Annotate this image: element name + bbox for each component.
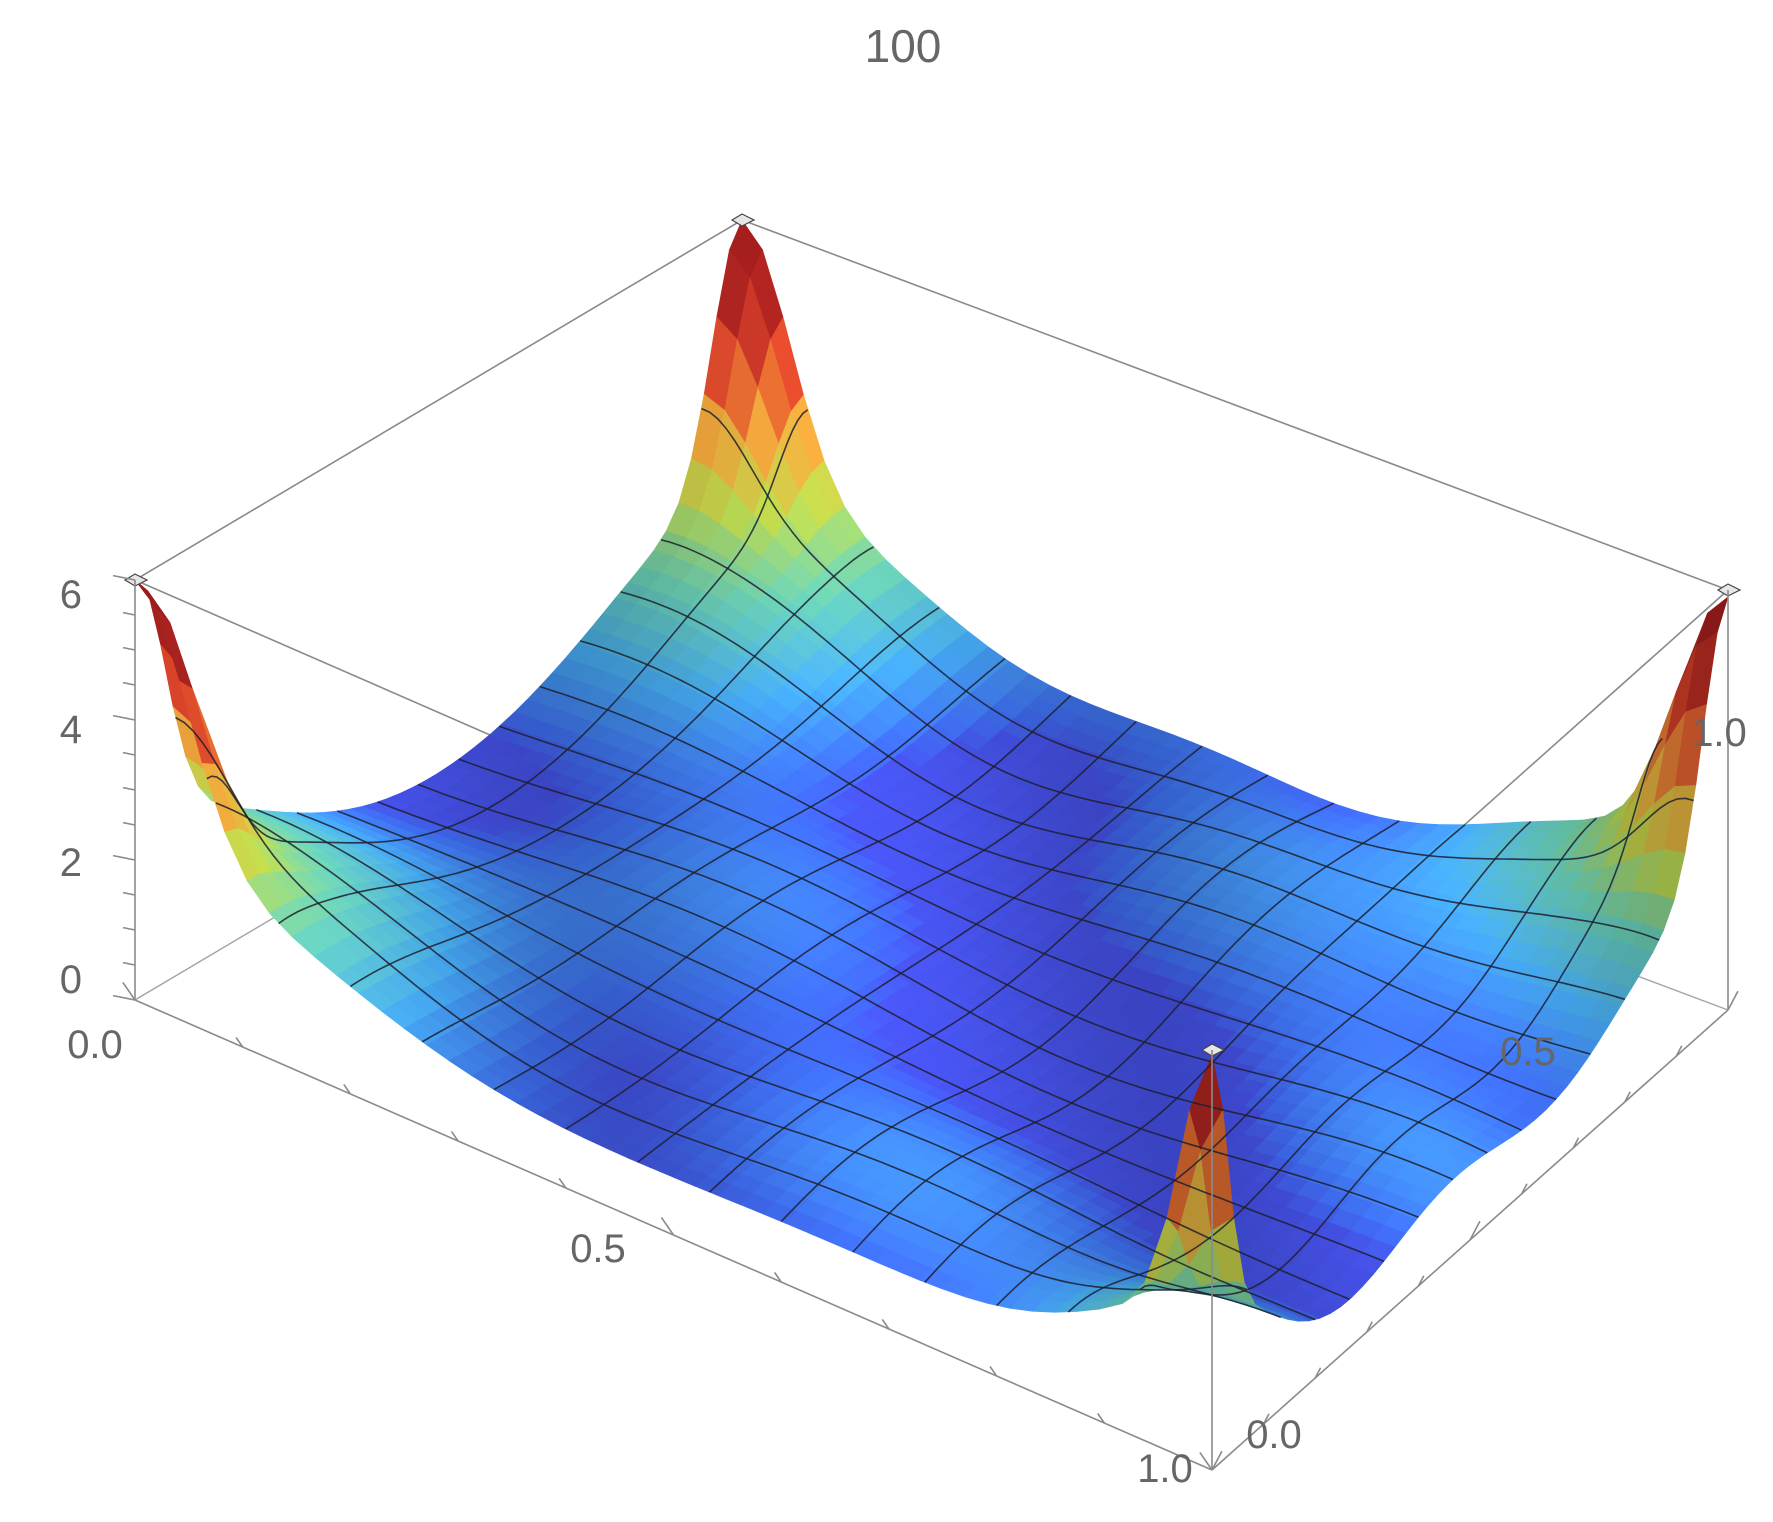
z-tick-label-4: 4: [60, 708, 82, 752]
y-tick-label-1: 1.0: [1691, 711, 1747, 755]
mesh-line-y: [175, 716, 1247, 1291]
z-tick-mark: [122, 751, 136, 756]
surface: [134, 219, 1729, 1322]
peak-cap: [730, 213, 756, 227]
mesh-line-x: [1067, 817, 1598, 1313]
y-tick-mark: [1675, 1045, 1683, 1057]
x-tick-label-0: 0.0: [67, 1023, 123, 1067]
y-tick-mark: [1727, 990, 1739, 1011]
x-tick-mark: [343, 1083, 352, 1095]
surface-mesh: [123, 213, 1742, 1321]
axis-ticks: [112, 574, 1739, 1471]
z-tick-mark: [122, 611, 136, 616]
mesh-line-y: [660, 539, 1660, 941]
peak-cap: [1200, 1043, 1226, 1057]
z-tick-mark: [112, 994, 136, 1001]
z-tick-mark: [122, 821, 136, 826]
x-tick-mark: [989, 1365, 998, 1377]
x-tick-label-1: 1.0: [1137, 1447, 1193, 1491]
y-tick-mark: [1417, 1275, 1425, 1287]
y-tick-mark: [1314, 1367, 1322, 1379]
z-tick-mark: [112, 574, 136, 581]
z-tick-label-0: 0: [60, 958, 82, 1002]
mesh-line-y: [256, 809, 1316, 1321]
z-tick-label-2: 2: [60, 841, 82, 885]
mesh-line-x: [493, 695, 1072, 1091]
x-tick-mark: [881, 1318, 890, 1330]
mesh-line-x: [780, 802, 1334, 1223]
mesh-line-x: [206, 409, 809, 844]
x-tick-mark: [122, 981, 136, 1001]
z-tick-mark: [122, 646, 136, 651]
mesh-line-y: [498, 725, 1522, 1131]
z-tick-mark: [112, 854, 136, 861]
mesh-line-y: [215, 802, 1282, 1319]
x-tick-mark: [773, 1271, 782, 1283]
mesh-line-x: [349, 606, 940, 988]
y-tick-mark: [1262, 1413, 1270, 1425]
y-tick-mark: [1366, 1321, 1373, 1333]
y-tick-mark: [1469, 1220, 1481, 1241]
y-tick-mark: [1572, 1137, 1580, 1149]
y-tick-mark: [1211, 1450, 1223, 1471]
z-tick-mark: [122, 926, 136, 931]
mesh-line-y: [539, 685, 1557, 1101]
mesh-line-x: [1139, 737, 1663, 1296]
y-tick-label-0.5: 0.5: [1500, 1030, 1556, 1074]
mesh-line-y: [418, 783, 1454, 1181]
mesh-line-y: [337, 810, 1385, 1262]
y-tick-mark: [1520, 1183, 1528, 1195]
mesh-line-x: [421, 657, 1006, 1043]
x-tick-mark: [450, 1130, 459, 1142]
z-tick-label-6: 6: [60, 573, 82, 617]
z-tick-mark: [122, 786, 136, 791]
z-tick-mark: [122, 961, 136, 966]
mesh-line-x: [565, 720, 1137, 1130]
y-tick-mark: [1624, 1091, 1631, 1103]
z-tick-mark: [122, 681, 136, 686]
chart-title: 100: [865, 20, 942, 72]
mesh-line-x: [278, 546, 874, 925]
mesh-line-y: [579, 640, 1591, 1055]
mesh-line-y: [458, 758, 1488, 1154]
mesh-line-y: [377, 801, 1419, 1218]
mesh-line-x: [924, 823, 1466, 1283]
surface-patch: [134, 579, 171, 623]
x-tick-mark: [1199, 1451, 1213, 1471]
x-tick-mark: [558, 1177, 567, 1189]
peak-cap: [1716, 583, 1742, 597]
mesh-line-x: [637, 745, 1203, 1163]
mesh-line-y: [620, 591, 1626, 1001]
x-tick-mark: [1097, 1412, 1105, 1424]
peak-cap: [123, 573, 149, 587]
z-tick-mark: [112, 714, 136, 721]
x-tick-mark: [660, 1216, 675, 1236]
mesh-line-x: [852, 820, 1400, 1253]
mesh-line-x: [708, 774, 1269, 1193]
x-tick-label-0.5: 0.5: [570, 1227, 626, 1271]
mesh-line-x: [996, 821, 1532, 1307]
y-tick-label-0: 0.0: [1246, 1413, 1302, 1457]
x-tick-mark: [235, 1036, 244, 1048]
z-tick-mark: [122, 891, 136, 896]
mesh-line-y: [296, 812, 1350, 1301]
mesh-line-y: [701, 407, 1694, 861]
